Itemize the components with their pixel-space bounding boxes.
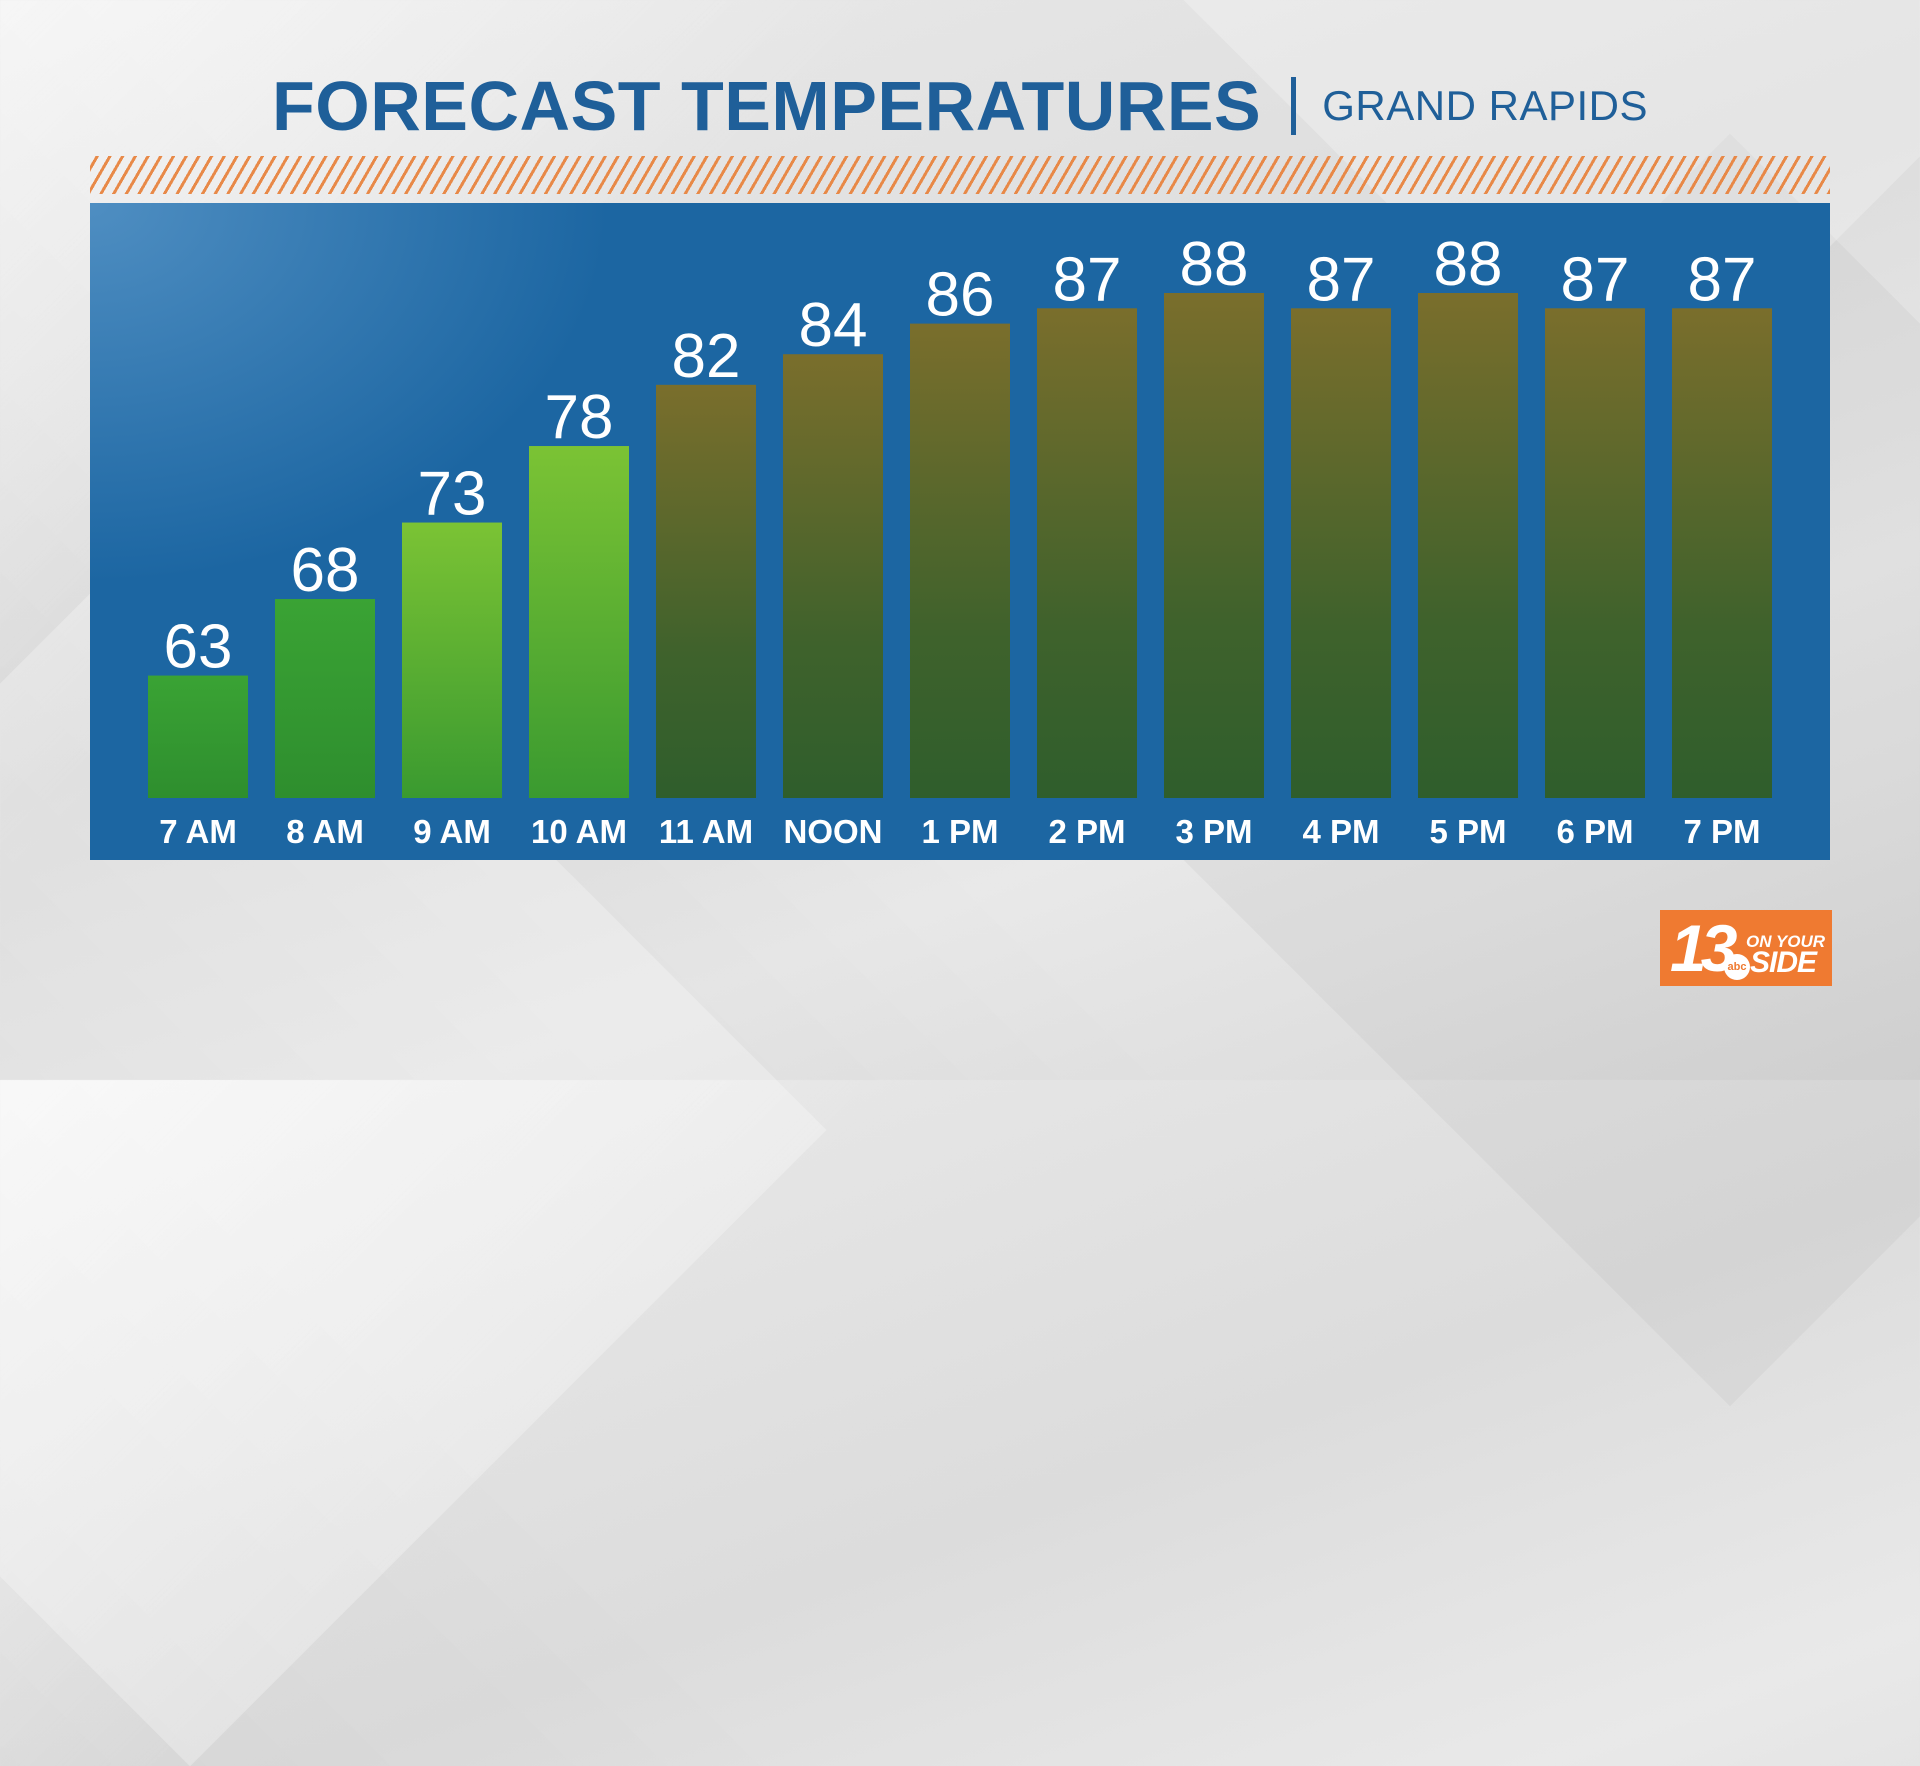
bar-value-label: 88 <box>1180 230 1249 299</box>
bar-value-label: 78 <box>545 383 614 452</box>
bar-7-pm <box>1672 308 1772 798</box>
bar-7-am <box>148 675 248 798</box>
bar-value-label: 88 <box>1434 230 1503 299</box>
bar-11-am <box>656 384 756 798</box>
bar-8-am <box>275 599 375 798</box>
category-label: 5 PM <box>1429 813 1506 850</box>
logo-number: 13 <box>1670 911 1737 985</box>
bar-value-label: 68 <box>291 536 360 605</box>
bar-1-pm <box>910 323 1010 798</box>
bar-chart: 63 7 AM 68 8 AM 73 9 AM 78 10 AM 82 11 AM 84 NOON 86… <box>148 230 1772 850</box>
bar-10-am <box>529 446 629 798</box>
bar-value-label: 87 <box>1307 245 1376 314</box>
category-label: 4 PM <box>1302 813 1379 850</box>
category-label: 7 AM <box>159 813 237 850</box>
category-label: 1 PM <box>921 813 998 850</box>
bar-value-label: 86 <box>926 261 995 330</box>
location-label: GRAND RAPIDS <box>1322 82 1648 129</box>
bar-value-label: 87 <box>1561 245 1630 314</box>
bar-6-pm <box>1545 308 1645 798</box>
category-label: 9 AM <box>413 813 491 850</box>
bar-value-label: 63 <box>164 613 233 682</box>
category-label: 3 PM <box>1175 813 1252 850</box>
title-separator <box>1291 77 1297 135</box>
bar-value-label: 87 <box>1688 245 1757 314</box>
category-label: 2 PM <box>1048 813 1125 850</box>
network-badge: abc <box>1724 954 1750 980</box>
category-label: 8 AM <box>286 813 364 850</box>
chart-panel: 63 7 AM 68 8 AM 73 9 AM 78 10 AM 82 11 AM 84 NOON 86… <box>90 203 1830 860</box>
bar-5-pm <box>1418 293 1518 798</box>
bar-3-pm <box>1164 293 1264 798</box>
category-label: 11 AM <box>659 813 753 850</box>
bar-noon <box>783 354 883 798</box>
bar-value-label: 84 <box>799 291 868 360</box>
bar-2-pm <box>1037 308 1137 798</box>
hatched-divider <box>90 156 1830 194</box>
bar-4-pm <box>1291 308 1391 798</box>
header: FORECAST TEMPERATURES GRAND RAPIDS <box>0 66 1920 146</box>
category-label: NOON <box>784 813 883 850</box>
bar-value-label: 73 <box>418 460 487 529</box>
logo-tagline-bottom: SIDE <box>1750 946 1817 979</box>
chart-title: FORECAST TEMPERATURES <box>272 67 1262 145</box>
bar-value-label: 82 <box>672 322 741 391</box>
category-label: 10 AM <box>531 813 627 850</box>
category-label: 7 PM <box>1683 813 1760 850</box>
logo-tagline-top: ON YOUR <box>1746 932 1826 951</box>
station-logo: 13 abc ON YOUR SIDE <box>1660 910 1832 986</box>
bar-9-am <box>402 522 502 798</box>
bar-value-label: 87 <box>1053 245 1122 314</box>
category-label: 6 PM <box>1556 813 1633 850</box>
